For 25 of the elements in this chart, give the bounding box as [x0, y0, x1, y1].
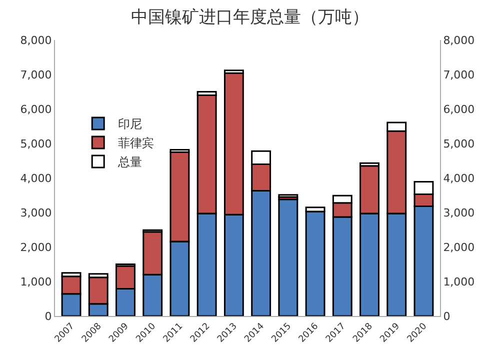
legend-label: 总量 — [117, 155, 142, 170]
y2-tick-label: 3,000 — [443, 206, 475, 220]
bar — [278, 198, 298, 316]
y2-tick-label: 8,000 — [443, 34, 475, 47]
y-tick-label: 3,000 — [20, 206, 52, 220]
y-tick-label: 2,000 — [20, 240, 52, 254]
bar — [305, 210, 326, 316]
y-tick-label: 8,000 — [20, 34, 52, 47]
y-tick-label: 7,000 — [20, 68, 52, 82]
legend-label: 印尼 — [118, 117, 142, 132]
legend-label: 菲律宾 — [118, 136, 154, 150]
y2-tick-label: 7,000 — [443, 68, 475, 82]
bar — [278, 194, 298, 198]
y2-tick-label: 4,000 — [443, 172, 475, 185]
y2-tick-label: 5,000 — [443, 137, 475, 150]
y-tick-label: 0 — [44, 310, 52, 323]
y-tick-label: 1,000 — [20, 275, 52, 288]
y2-tick-label: 1,000 — [443, 275, 475, 288]
chart-title: 中国镍矿进口年度总量（万吨） — [131, 8, 369, 28]
y2-tick-label: 0 — [443, 310, 450, 323]
y-tick-label: 4,000 — [20, 172, 52, 185]
y-tick-label: 6,000 — [20, 102, 52, 116]
y2-tick-label: 2,000 — [443, 240, 475, 254]
y2-tick-label: 6,000 — [443, 102, 475, 116]
y-tick-label: 5,000 — [20, 137, 52, 150]
